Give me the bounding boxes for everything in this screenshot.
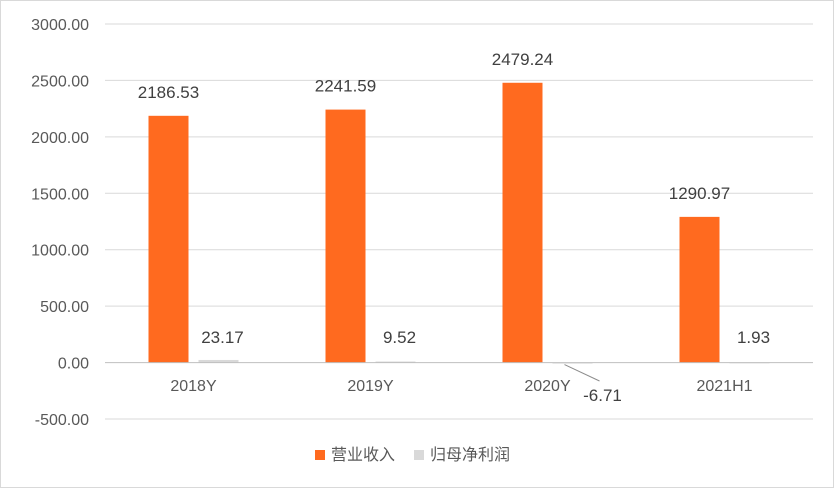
data-label-revenue: 1290.97 (669, 184, 730, 203)
bar-net-profit (375, 361, 416, 363)
bar-revenue (502, 82, 543, 363)
data-label-revenue: 2479.24 (492, 50, 553, 69)
bar-revenue (679, 216, 720, 363)
legend-swatch-net-profit (414, 450, 424, 460)
legend-swatch-revenue (315, 450, 325, 460)
y-tick-label: 500.00 (40, 299, 89, 316)
legend-label-net-profit: 归母净利润 (430, 446, 510, 464)
y-axis-ticks: 3000.00 2500.00 2000.00 1500.00 1000.00 500.0… (31, 17, 89, 429)
bar-revenue (148, 115, 189, 363)
data-labels: 2186.53 23.17 2241.59 9.52 2479.24 -6.71 1290.… (138, 50, 770, 405)
x-tick-label: 2019Y (347, 378, 394, 395)
data-label-net-profit: 9.52 (383, 328, 416, 347)
y-tick-label: 1000.00 (31, 243, 89, 260)
data-label-net-profit: -6.71 (583, 386, 622, 405)
y-tick-label: 1500.00 (31, 186, 89, 203)
x-tick-label: 2018Y (170, 378, 217, 395)
x-tick-label: 2021H1 (696, 378, 752, 395)
bar-revenue (325, 109, 366, 363)
category-labels: 2018Y 2019Y 2020Y 2021H1 (170, 378, 752, 395)
data-label-net-profit: 1.93 (737, 328, 770, 347)
bar-net-profit (198, 359, 239, 363)
legend: 营业收入 归母净利润 (315, 446, 510, 464)
y-tick-label: 2000.00 (31, 130, 89, 147)
x-tick-label: 2020Y (524, 378, 571, 395)
y-tick-label: -500.00 (35, 412, 89, 429)
bars (148, 82, 770, 364)
data-label-revenue: 2186.53 (138, 83, 199, 102)
data-label-net-profit: 23.17 (201, 328, 244, 347)
leader-line (564, 364, 600, 382)
y-tick-label: 2500.00 (31, 73, 89, 90)
data-label-revenue: 2241.59 (315, 77, 376, 96)
grid-lines (105, 23, 813, 420)
legend-label-revenue: 营业收入 (331, 446, 395, 464)
y-tick-label: 3000.00 (31, 17, 89, 34)
y-tick-label: 0.00 (58, 356, 89, 373)
